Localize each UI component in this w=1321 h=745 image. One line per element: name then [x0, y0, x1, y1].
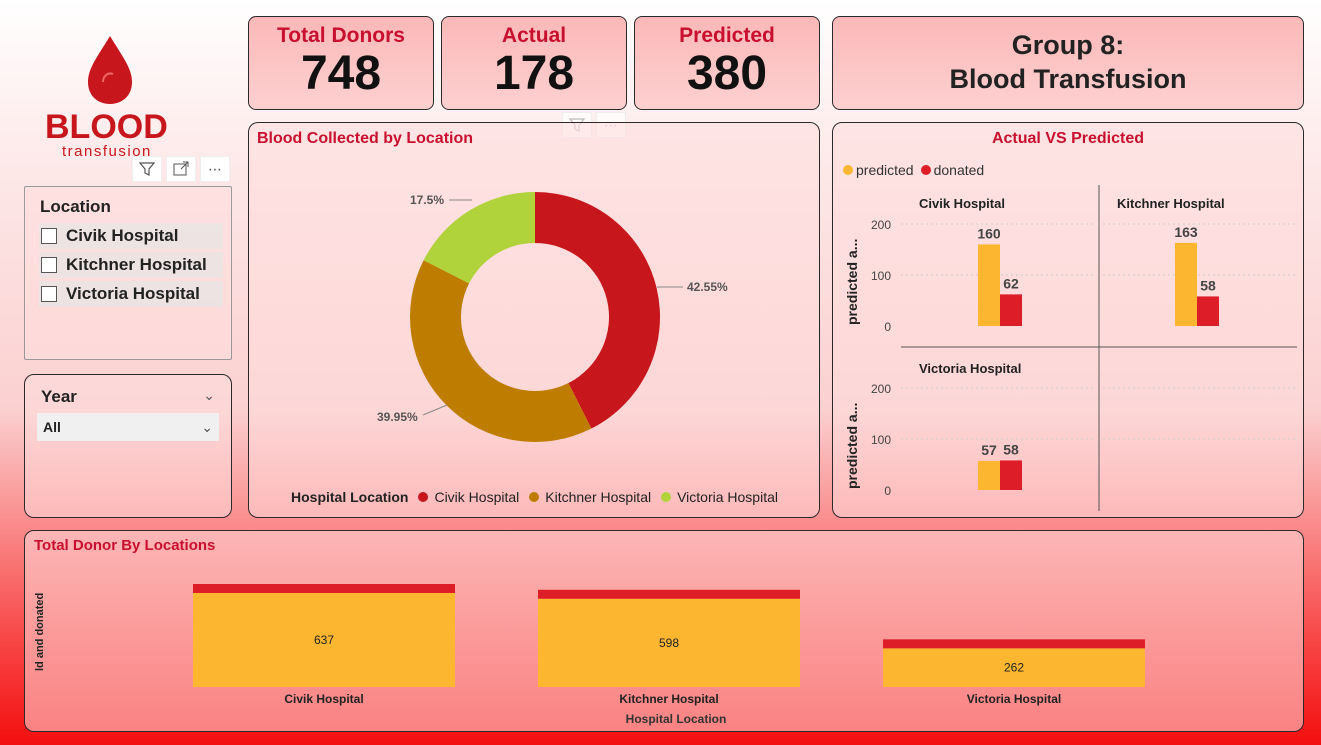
chevron-down-icon[interactable]: ⌄	[203, 387, 215, 403]
legend-dot-civik	[418, 492, 429, 502]
ytick: 100	[871, 269, 891, 283]
logo-word: BLOOD	[45, 108, 168, 146]
kpi-total-donors: Total Donors 748	[248, 16, 434, 110]
bar-cap-civik	[193, 584, 455, 593]
donut-slice-civik	[535, 192, 661, 429]
avp-legend: predicted donated	[843, 162, 984, 178]
xtick-civik: Civik Hospital	[284, 692, 363, 706]
slicer-item-civik[interactable]: Civik Hospital	[39, 223, 223, 249]
blood-drop-icon	[88, 36, 132, 104]
filter-icon[interactable]	[132, 156, 162, 182]
td-xlabel: Hospital Location	[626, 712, 727, 726]
year-slicer: Year ⌄ All ⌄	[24, 374, 232, 518]
avp-ylabel-top: predicted a...	[844, 239, 860, 325]
avp-ylabel-bottom: predicted a...	[844, 403, 860, 489]
legend-dot-donated	[920, 165, 931, 175]
td-ylabel: ld and donated	[34, 593, 46, 671]
data-label-donated-civik: 62	[1003, 275, 1019, 291]
logo-sub: transfusion	[62, 143, 152, 160]
checkbox[interactable]	[41, 228, 57, 244]
legend-dot-kitchner	[529, 492, 540, 502]
slicer-item-kitchner[interactable]: Kitchner Hospital	[39, 252, 223, 278]
donut-title: Blood Collected by Location	[257, 130, 474, 147]
location-slicer: Location Civik Hospital Kitchner Hospita…	[24, 186, 232, 360]
bar-predicted-civik	[978, 244, 1000, 326]
bar-donated-civik	[1000, 294, 1022, 326]
data-label-kitchner: 598	[659, 636, 679, 650]
location-slicer-title: Location	[40, 197, 111, 216]
donut-slice-victoria	[423, 192, 535, 284]
more-options-icon[interactable]: ⋯	[200, 156, 230, 182]
donut-slice-kitchner	[410, 260, 592, 442]
year-dropdown[interactable]: All ⌄	[37, 413, 219, 441]
donut-label-victoria: 17.5%	[410, 193, 444, 207]
xtick-kitchner: Kitchner Hospital	[619, 692, 718, 706]
legend-title: Hospital Location	[291, 489, 409, 505]
bar-predicted-victoria	[978, 460, 1000, 490]
bar-cap-victoria	[883, 639, 1145, 649]
checkbox[interactable]	[41, 257, 57, 273]
avp-chart: 160 62 163 58 57 58 predicted a... predicted …	[844, 185, 1297, 511]
panel-title-civik: Civik Hospital	[919, 196, 1005, 211]
legend-dot-victoria	[661, 492, 672, 502]
year-slicer-title: Year	[41, 387, 77, 406]
checkbox[interactable]	[41, 286, 57, 302]
ytick: 100	[871, 433, 891, 447]
kpi-predicted: Predicted 380	[634, 16, 820, 110]
total-donor-card: Total Donor By Locations 637 Civik Hospit…	[24, 530, 1304, 732]
data-label-civik: 637	[314, 633, 334, 647]
legend-predicted: predicted	[856, 162, 914, 178]
data-label-predicted-civik: 160	[977, 225, 1001, 241]
xtick-victoria: Victoria Hospital	[967, 692, 1061, 706]
avp-title: Actual VS Predicted	[991, 130, 1145, 147]
legend-civik: Civik Hospital	[434, 489, 520, 505]
ytick: 200	[871, 382, 891, 396]
data-label-predicted-kitchner: 163	[1174, 224, 1198, 240]
donut-card: Blood Collected by Location 42.55% 39.95…	[248, 122, 820, 518]
actual-vs-predicted-card: Actual VS Predicted predicted donated 16…	[832, 122, 1304, 518]
group-line1: Group 8:	[1011, 30, 1125, 60]
ytick: 0	[884, 320, 891, 334]
data-label-predicted-victoria: 57	[981, 442, 997, 458]
kpi-actual: Actual 178	[441, 16, 627, 110]
total-donor-title: Total Donor By Locations	[34, 537, 216, 554]
bar-donated-kitchner	[1197, 296, 1219, 326]
donut-legend: Hospital Location Civik Hospital Kitchne…	[291, 489, 778, 505]
slicer-toolbar: ⋯	[132, 156, 230, 182]
chevron-down-icon: ⌄	[201, 418, 213, 435]
data-label-victoria: 262	[1004, 661, 1024, 675]
bar-total-victoria	[883, 648, 1145, 687]
data-label-donated-victoria: 58	[1003, 441, 1019, 457]
ytick: 200	[871, 218, 891, 232]
leader-line	[422, 404, 448, 416]
data-label-donated-kitchner: 58	[1200, 277, 1216, 293]
bar-donated-victoria	[1000, 460, 1022, 490]
donut-label-kitchner: 39.95%	[377, 410, 418, 424]
legend-kitchner: Kitchner Hospital	[545, 489, 652, 505]
donut-label-civik: 42.55%	[687, 280, 728, 294]
donut-chart: 42.55% 39.95% 17.5%	[377, 192, 728, 442]
panel-title-kitchner: Kitchner Hospital	[1117, 196, 1225, 211]
panel-title-victoria: Victoria Hospital	[919, 361, 1021, 376]
legend-donated: donated	[933, 162, 985, 178]
slicer-item-victoria[interactable]: Victoria Hospital	[39, 281, 223, 307]
bar-predicted-kitchner	[1175, 242, 1197, 326]
bar-total-civik	[193, 593, 455, 687]
bar-cap-kitchner	[538, 589, 800, 599]
total-donor-chart: 637 Civik Hospital 598 Kitchner Hospital 262…	[34, 584, 1145, 726]
legend-victoria: Victoria Hospital	[677, 489, 778, 505]
focus-mode-icon[interactable]	[166, 156, 196, 182]
legend-dot-predicted	[843, 165, 853, 175]
group-line2: Blood Transfusion	[949, 64, 1187, 94]
bar-total-kitchner	[538, 598, 800, 687]
blood-logo: BLOOD transfusion	[40, 30, 190, 160]
group-title-card: Group 8: Blood Transfusion	[832, 16, 1304, 110]
ytick: 0	[884, 484, 891, 498]
